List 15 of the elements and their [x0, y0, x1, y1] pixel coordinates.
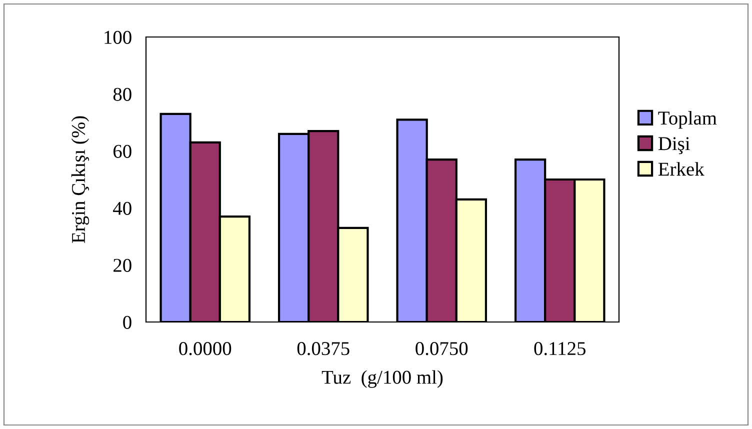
legend-label: Dişi — [658, 137, 690, 154]
x-tick-label: 0.0000 — [179, 342, 232, 356]
x-tick-label: 0.0375 — [297, 342, 350, 356]
y-tick-label: 100 — [104, 30, 132, 44]
y-tick-label: 60 — [114, 144, 132, 158]
y-tick-label: 80 — [113, 88, 132, 101]
y-tick-label: 0 — [123, 316, 132, 329]
y-tick-label: 40 — [113, 202, 132, 215]
y-tick-label: 20 — [114, 258, 132, 272]
y-axis-title: Ergin Çıkışı (%) — [71, 116, 90, 244]
legend-label: Erkek — [658, 162, 704, 176]
legend-label: Toplam — [658, 111, 717, 129]
x-tick-label: 0.1125 — [534, 342, 586, 356]
x-axis-title: Tuz (g/100 ml) — [322, 370, 443, 388]
x-tick-label: 0.0750 — [416, 342, 468, 356]
